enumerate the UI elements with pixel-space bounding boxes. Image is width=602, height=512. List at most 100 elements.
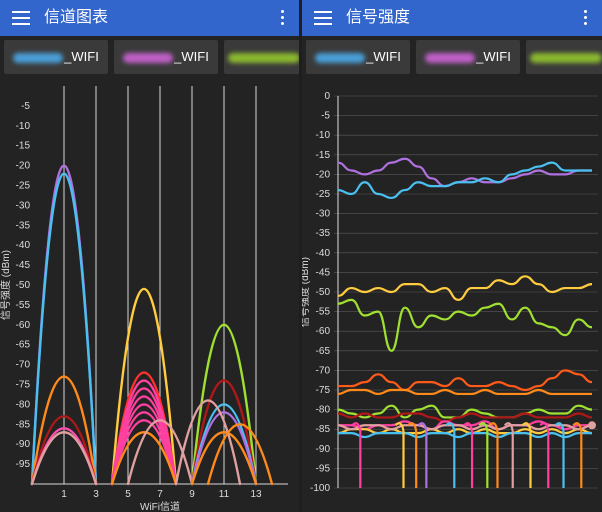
network-tab-3[interactable] [526, 40, 602, 74]
signal-drop-line [521, 422, 532, 488]
x-axis-label: WiFi信道 [140, 500, 180, 512]
signal-drop-line [463, 422, 474, 488]
y-tick-label: -45 [16, 260, 31, 271]
signal-line [337, 424, 593, 431]
hamburger-menu-icon[interactable] [12, 11, 30, 25]
signal-line [337, 298, 593, 352]
y-tick-label: -75 [16, 380, 31, 391]
y-tick-label: -35 [16, 220, 31, 231]
x-tick-label: 7 [157, 489, 163, 500]
y-tick-label: -20 [316, 169, 331, 180]
y-tick-label: -80 [316, 405, 331, 416]
signal-drop-line [503, 422, 514, 488]
channel-arc [110, 287, 178, 486]
blurred-ssid [529, 52, 602, 63]
y-tick-label: -70 [316, 365, 331, 376]
channel-arc [30, 415, 98, 486]
hamburger-menu-icon[interactable] [314, 11, 332, 25]
channel-arc [174, 399, 242, 486]
signal-drop-line [351, 422, 362, 488]
channel-arc [190, 411, 258, 486]
signal-line [337, 404, 593, 419]
y-tick-label: -40 [16, 240, 31, 251]
signal-line [337, 412, 593, 423]
signal-history-chart: 0 -5 -10 -15 -20 -25 -30 -35 -40 -45 -50 -55 -60 -65 -… [302, 91, 598, 494]
y-tick-label: -50 [316, 287, 331, 298]
signal-drop-line [478, 422, 489, 488]
y-tick-label: -100 [310, 483, 330, 494]
network-tab-3[interactable] [224, 40, 299, 74]
network-tab-2[interactable]: _WIFI [416, 40, 520, 74]
blurred-ssid [13, 52, 64, 63]
channel-arc [190, 431, 258, 486]
network-tab-1[interactable]: _WIFI [306, 40, 410, 74]
x-tick-label: 3 [93, 489, 99, 500]
blurred-ssid [227, 52, 299, 63]
y-tick-label: -5 [321, 111, 330, 122]
signal-drop-line [407, 422, 418, 488]
network-tabs: _WIFI _WIFI [302, 40, 602, 76]
x-tick-label: 1 [61, 489, 67, 500]
app-bar: 信道图表 [0, 0, 299, 36]
y-tick-label: -25 [316, 189, 331, 200]
channel-arc [126, 419, 194, 486]
network-tabs: _WIFI _WIFI [0, 40, 299, 76]
y-tick-label: -85 [316, 424, 331, 435]
network-tab-1[interactable]: _WIFI [4, 40, 108, 74]
y-tick-label: -70 [16, 360, 31, 371]
signal-strength-panel: 信号强度 _WIFI _WIFI 0 -5 -10 -15 -20 -25 -30 -35 -4… [302, 0, 602, 512]
y-tick-label: -20 [16, 161, 31, 172]
y-axis-label: 信号强度 (dBm) [0, 250, 12, 320]
y-tick-label: -30 [16, 200, 31, 211]
x-tick-label: 9 [189, 489, 195, 500]
y-tick-label: -30 [316, 209, 331, 220]
y-tick-label: -55 [316, 307, 331, 318]
y-axis-label: 信号强度 (dBm) [302, 257, 311, 327]
y-tick-label: -80 [16, 399, 31, 410]
more-options-icon[interactable] [281, 10, 285, 28]
current-value-marker [588, 421, 596, 430]
blurred-ssid [425, 52, 476, 63]
channel-arc [110, 431, 178, 486]
blurred-ssid [123, 52, 174, 63]
signal-drop-line [445, 422, 456, 488]
y-tick-label: -10 [16, 121, 31, 132]
page-title: 信号强度 [346, 9, 411, 26]
y-tick-label: -45 [316, 267, 331, 278]
y-tick-label: -90 [316, 444, 331, 455]
y-tick-label: -35 [316, 228, 331, 239]
y-tick-label: -85 [16, 419, 31, 430]
channel-arc [206, 423, 274, 486]
y-tick-label: -65 [16, 340, 31, 351]
page-title: 信道图表 [44, 9, 109, 26]
y-tick-label: -65 [316, 346, 331, 357]
signal-drop-line [554, 422, 565, 488]
x-tick-label: 11 [219, 489, 230, 500]
network-tab-2[interactable]: _WIFI [114, 40, 218, 74]
signal-drop-line [539, 422, 550, 488]
channel-chart: 1 3 5 7 9 11 13-5-10-15-20-25-30-35-40-45-50-5… [0, 86, 288, 512]
signal-drop-line [394, 422, 405, 488]
more-options-icon[interactable] [584, 10, 588, 28]
y-tick-label: -90 [16, 439, 31, 450]
y-tick-label: -10 [316, 130, 331, 141]
signal-line [337, 388, 592, 396]
channel-arc [30, 172, 98, 486]
y-tick-label: -40 [316, 248, 331, 259]
signal-drop-line [572, 422, 583, 488]
channel-arc [110, 419, 178, 486]
y-tick-label: -15 [16, 141, 31, 152]
channel-arc [190, 323, 258, 486]
channel-graph-panel: 信道图表 _WIFI _WIFI 1 3 5 7 9 11 13 -5 -10 -15 -20 -25… [0, 0, 299, 512]
y-tick-label: -60 [16, 320, 31, 331]
signal-line [337, 157, 592, 188]
blurred-ssid [315, 52, 366, 63]
channel-arc [30, 375, 98, 486]
y-tick-label: 0 [324, 91, 330, 102]
y-tick-label: -95 [316, 463, 331, 474]
channel-arc [30, 431, 98, 486]
y-tick-label: -95 [16, 459, 31, 470]
y-tick-label: -50 [16, 280, 31, 291]
x-tick-label: 5 [125, 489, 131, 500]
y-tick-label: -25 [16, 181, 31, 192]
